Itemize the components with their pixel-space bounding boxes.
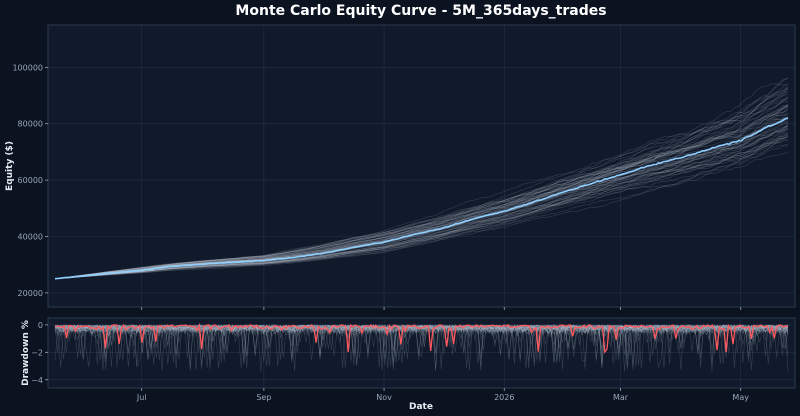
equity-path [54, 88, 789, 280]
drawdown-x-ticks: Jul Sep Nov 2026 Mar May [136, 307, 749, 402]
x-tick-label: Jul [136, 393, 147, 402]
equity-path [54, 133, 789, 280]
equity-median-line [54, 116, 789, 280]
drawdown-path [54, 324, 789, 368]
equity-path [54, 129, 789, 280]
equity-path [54, 104, 789, 280]
drawdown-path [54, 324, 789, 370]
equity-y-tick-label: 60000 [18, 176, 43, 185]
drawdown-path [54, 324, 789, 369]
drawdown-path [54, 324, 789, 370]
equity-path [54, 128, 789, 280]
drawdown-y-tick-label: 0 [38, 321, 43, 330]
equity-path [54, 90, 789, 280]
equity-path [54, 134, 789, 280]
drawdown-path [54, 324, 789, 371]
equity-y-tick-label: 100000 [12, 63, 43, 72]
equity-y-tick-label: 20000 [18, 289, 43, 298]
drawdown-median-path [54, 322, 789, 354]
drawdown-y-tick-label: −2 [31, 348, 43, 357]
x-tick-label: Mar [613, 393, 629, 402]
equity-path [54, 136, 789, 280]
drawdown-y-tick-label: −4 [31, 376, 43, 385]
equity-path [54, 105, 789, 280]
drawdown-y-axis-label: Drawdown % [21, 320, 31, 386]
equity-axes [47, 24, 796, 308]
equity-path [54, 137, 789, 280]
equity-path [54, 86, 789, 280]
equity-median-path [54, 116, 789, 280]
drawdown-path [54, 324, 789, 371]
equity-y-tick-label: 40000 [18, 233, 43, 242]
equity-y-tick-label: 80000 [18, 120, 43, 129]
equity-path [54, 120, 789, 280]
drawdown-path [54, 324, 789, 361]
equity-path [54, 125, 789, 280]
drawdown-path [54, 324, 789, 371]
drawdown-path [54, 324, 789, 370]
drawdown-path [54, 324, 789, 371]
drawdown-path [54, 324, 789, 367]
drawdown-path [54, 324, 789, 370]
equity-path [54, 96, 789, 280]
equity-path [54, 83, 789, 280]
equity-path [54, 128, 789, 280]
equity-path [54, 126, 789, 280]
x-axis-label: Date [409, 402, 433, 412]
drawdown-path [54, 323, 789, 370]
equity-path [54, 140, 789, 280]
x-tick-label: Nov [376, 393, 392, 402]
equity-path [54, 93, 789, 280]
drawdown-y-ticks: 0 −2 −4 [31, 321, 48, 385]
drawdown-path [54, 324, 789, 367]
equity-path [54, 106, 789, 280]
equity-grid [48, 25, 795, 307]
equity-path [54, 104, 789, 280]
x-tick-label: 2026 [494, 393, 514, 402]
equity-path [54, 103, 789, 280]
equity-path [54, 98, 789, 280]
x-tick-label: Sep [256, 393, 271, 402]
drawdown-median-line [54, 322, 789, 354]
drawdown-path [54, 324, 789, 368]
drawdown-path [54, 324, 789, 370]
drawdown-path [54, 324, 789, 367]
equity-path [54, 134, 789, 280]
equity-path [54, 131, 789, 280]
equity-path [54, 77, 789, 280]
equity-path [54, 99, 789, 280]
chart-title: Monte Carlo Equity Curve - 5M_365days_tr… [235, 3, 606, 19]
equity-path [54, 88, 789, 280]
x-tick-label: May [732, 393, 749, 402]
equity-path [54, 103, 789, 280]
drawdown-path [54, 324, 789, 367]
equity-path [54, 135, 789, 280]
equity-path [54, 83, 789, 280]
equity-path [54, 143, 789, 280]
equity-path [54, 144, 789, 280]
equity-path [54, 96, 789, 280]
equity-path [54, 151, 789, 280]
drawdown-path [55, 324, 789, 372]
equity-path [54, 91, 789, 280]
equity-y-axis-label: Equity ($) [5, 141, 15, 191]
drawdown-axes [47, 317, 796, 389]
drawdown-path [54, 324, 789, 371]
equity-y-ticks: 20000 40000 60000 80000 100000 [12, 63, 48, 298]
equity-path [54, 132, 789, 280]
equity-path [54, 139, 789, 280]
equity-path [54, 78, 789, 280]
drawdown-path [54, 324, 789, 368]
equity-path [54, 116, 789, 280]
equity-path [54, 101, 789, 280]
equity-path [54, 85, 789, 280]
drawdown-path [54, 324, 788, 372]
drawdown-path [54, 324, 789, 371]
